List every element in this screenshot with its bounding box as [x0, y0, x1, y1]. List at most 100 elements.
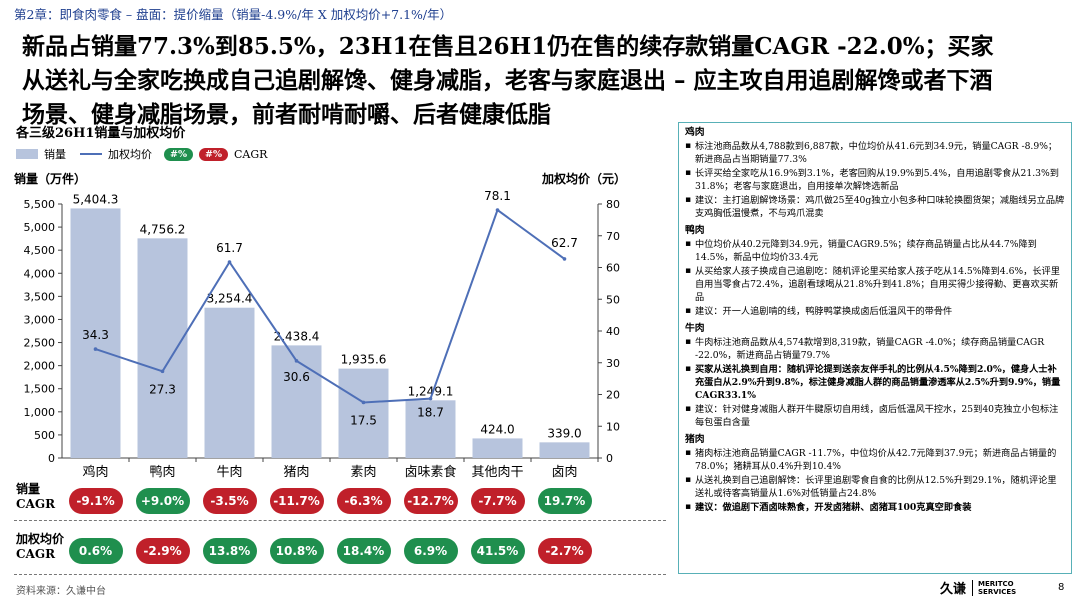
y-right-tick-label: 40	[606, 325, 620, 338]
combo-chart: 05001,0001,5002,0002,5003,0003,5004,0004…	[24, 189, 621, 480]
bar-2	[204, 307, 255, 458]
panel-bullet: 建议：开一人追剧啃的线，鸭脖鸭掌换成卤后低温风干的带骨件	[685, 305, 1065, 318]
y-left-tick-label: 0	[48, 452, 55, 465]
price-value-label: 18.7	[417, 406, 444, 420]
y-left-tick-label: 4,500	[24, 244, 56, 257]
panel-section-list: 标注池商品数从4,788款到6,887款，中位均价从41.6元到34.9元，销量…	[685, 140, 1065, 220]
chart-title: 各三级26H1销量与加权均价	[16, 126, 186, 141]
panel-section-title: 猪肉	[685, 434, 705, 445]
price-point-1	[160, 369, 165, 374]
y-right-tick-label: 10	[606, 420, 620, 433]
y-left-tick-label: 3,000	[24, 313, 56, 326]
panel-bullet: 长评买给全家吃从16.9%到3.1%，老客回购从19.9%到5.4%，自用追剧零…	[685, 167, 1065, 193]
cagr-badge: -9.1%	[68, 488, 123, 514]
company-logo: 久谦 MERITCO SERVICES	[940, 578, 1016, 597]
y-right-tick-label: 80	[606, 198, 620, 211]
price-point-5	[428, 396, 433, 401]
price-value-label: 27.3	[149, 382, 176, 396]
y-left-tick-label: 5,500	[24, 198, 56, 211]
legend-bar-swatch	[16, 149, 38, 159]
panel-bullet: 从送礼换到自己追剧解馋：长评里追剧零食自食的比例从12.5%升到29.1%，随机…	[685, 474, 1065, 500]
cagr-row-label: 销量 CAGR	[16, 482, 55, 512]
y-right-tick-label: 30	[606, 357, 620, 370]
bar-3	[271, 345, 322, 458]
page-headline: 新品占销量77.3%到85.5%，23H1在售且26H1仍在售的续存款销量CAG…	[22, 33, 994, 128]
price-point-3	[294, 359, 299, 363]
panel-bullet: 买家从送礼换到自用：随机评论提到送亲友伴手礼的比例从4.5%降到2.0%，健身人…	[685, 363, 1065, 402]
category-label: 鸭肉	[149, 465, 175, 480]
category-label: 猪肉	[283, 465, 309, 480]
cagr-badge: -12.7%	[403, 488, 458, 514]
cagr-badge: 19.7%	[537, 488, 592, 514]
cagr-badge: 6.9%	[403, 538, 458, 564]
chapter-title: 第2章：即食肉零食 – 盘面：提价缩量（销量-4.9%/年 X 加权均价+7.1…	[14, 7, 453, 22]
price-value-label: 30.6	[283, 370, 310, 384]
y-left-tick-label: 1,500	[24, 383, 56, 396]
panel-bullet: 从买给家人孩子换成自己追剧吃：随机评论里买给家人孩子吃从14.5%降到4.6%，…	[685, 265, 1065, 304]
cagr-badge: -3.5%	[202, 488, 257, 514]
cagr-badge: -7.7%	[470, 488, 525, 514]
price-point-6	[495, 208, 500, 212]
bar-0	[70, 208, 121, 458]
panel-bullet: 标注池商品数从4,788款到6,887款，中位均价从41.6元到34.9元，销量…	[685, 140, 1065, 166]
bar-value-label: 5,404.3	[73, 192, 119, 206]
y-right-tick-label: 0	[606, 452, 613, 465]
price-line	[95, 208, 566, 404]
price-value-label: 62.7	[551, 236, 578, 250]
y-left-tick-label: 1,000	[24, 406, 56, 419]
cagr-badge: 18.4%	[336, 538, 391, 564]
y-left-tick-label: 3,500	[24, 290, 56, 303]
category-label: 鸡肉	[82, 464, 108, 480]
price-value-label: 34.3	[82, 328, 109, 342]
bar-4	[338, 368, 389, 458]
bar-value-label: 424.0	[480, 422, 514, 436]
bar-value-label: 1,249.1	[408, 384, 454, 398]
panel-bullet: 建议：主打追剧解馋场景：鸡爪做25至40g独立小包多种口味轮换圈货架；减脂线另立…	[685, 194, 1065, 220]
panel-section-title: 鸭肉	[685, 225, 705, 236]
bar-value-label: 2,438.4	[274, 329, 320, 343]
panel-section-list: 中位均价从40.2元降到34.9元，销量CAGR9.5%；续存商品销量占比从44…	[685, 238, 1065, 318]
bar-5	[405, 400, 456, 458]
y-right-tick-label: 60	[606, 262, 620, 275]
y-right-tick-label: 20	[606, 389, 620, 402]
bar-value-label: 1,935.6	[341, 353, 387, 367]
category-label: 卤肉	[551, 464, 577, 480]
bar-value-label: 4,756.2	[140, 222, 186, 236]
bar-value-label: 339.0	[547, 426, 581, 440]
legend-red-badge: #%	[199, 147, 228, 161]
y-left-tick-label: 500	[34, 429, 55, 442]
row-separator	[14, 520, 666, 521]
cagr-row-label-line2: CAGR	[16, 497, 56, 511]
insight-panel: 鸡肉标注池商品数从4,788款到6,887款，中位均价从41.6元到34.9元，…	[678, 122, 1072, 574]
y-left-tick-label: 2,000	[24, 360, 56, 373]
cagr-badge: 0.6%	[68, 538, 123, 564]
price-value-label: 17.5	[350, 413, 377, 427]
cagr-row-label-line2: CAGR	[16, 547, 56, 561]
cagr-badge: +9.0%	[135, 488, 190, 514]
logo-sub2: SERVICES	[978, 587, 1017, 596]
legend-green-badge: #%	[164, 147, 193, 161]
panel-section-title: 鸡肉	[685, 127, 705, 138]
cagr-row-label: 加权均价 CAGR	[16, 532, 64, 562]
panel-bullet: 建议：针对健身减脂人群开牛腱原切自用线，卤后低温风干控水，25到40克独立小包标…	[685, 403, 1065, 429]
panel-section-list: 牛肉标注池商品数从4,574款增到8,319款，销量CAGR -4.0%；续存商…	[685, 336, 1065, 429]
cagr-badge: 13.8%	[202, 538, 257, 564]
cagr-badge: -6.3%	[336, 488, 391, 514]
cagr-row-label-line1: 加权均价	[16, 532, 65, 546]
cagr-badge: 10.8%	[269, 538, 324, 564]
panel-bullet: 牛肉标注池商品数从4,574款增到8,319款，销量CAGR -4.0%；续存商…	[685, 336, 1065, 362]
price-value-label: 61.7	[216, 241, 243, 255]
logo-text: 久谦	[940, 582, 967, 597]
panel-section-title: 牛肉	[685, 323, 705, 334]
legend-line-swatch	[80, 153, 102, 155]
panel-section-list: 猪肉标注池商品销量CAGR -11.7%，中位均价从42.7元降到37.9元；新…	[685, 447, 1065, 514]
panel-bullet: 建议：做追剧下酒卤味熟食，开发卤猪耕、卤猪耳100克真空即食装	[685, 501, 1065, 514]
cagr-badge: 41.5%	[470, 538, 525, 564]
y-axis-right-title: 加权均价（元）	[542, 172, 627, 186]
category-label: 素肉	[350, 465, 376, 480]
bar-7	[539, 442, 590, 458]
cagr-row-label-line1: 销量	[16, 482, 41, 496]
category-label: 其他肉干	[471, 465, 523, 480]
legend-line-label: 加权均价	[108, 148, 152, 161]
price-value-label: 78.1	[484, 189, 511, 203]
